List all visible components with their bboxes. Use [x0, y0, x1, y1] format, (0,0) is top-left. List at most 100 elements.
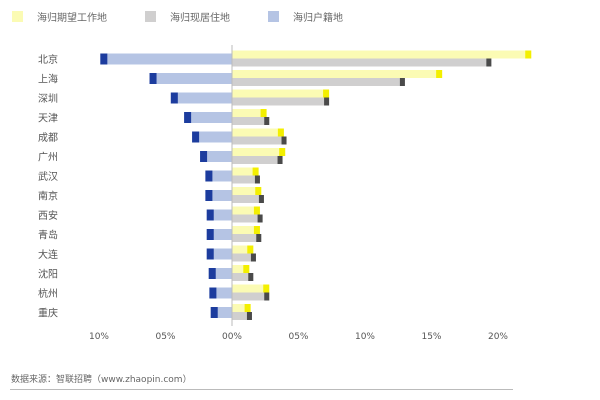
- bar-hukou: [208, 268, 232, 279]
- x-tick-label: 10%: [89, 332, 109, 342]
- bar-cap-current-residence: [256, 234, 262, 242]
- bar-hukou: [192, 131, 232, 143]
- category-label: 天津: [38, 113, 58, 125]
- bar-cap-expected-workplace: [323, 89, 330, 98]
- bar-hukou: [100, 53, 232, 65]
- bar-expected-workplace: [232, 265, 250, 273]
- bar-cap-expected-workplace: [279, 148, 286, 156]
- category-label: 大连: [38, 248, 58, 261]
- category-label: 深圳: [38, 93, 58, 105]
- bar-expected-workplace: [232, 109, 267, 117]
- bar-cap-hukou: [192, 131, 200, 143]
- legend-swatch: [268, 11, 279, 22]
- bar-cap-hukou: [206, 229, 214, 240]
- bar-hukou: [206, 229, 232, 240]
- category-label: 杭州: [38, 287, 58, 300]
- x-tick-label: 00%: [222, 332, 242, 342]
- bar-current-residence: [232, 253, 256, 262]
- bar-hukou: [184, 112, 232, 123]
- bar-hukou: [200, 151, 232, 162]
- category-label: 西安: [38, 209, 58, 222]
- bar-expected-workplace: [232, 167, 259, 176]
- source-note: 数据来源：智联招聘（www.zhaopin.com）: [11, 375, 192, 385]
- bar-cap-hukou: [149, 73, 157, 84]
- bar-current-residence: [232, 234, 262, 242]
- bar-current-residence: [232, 312, 252, 320]
- bar-cap-hukou: [209, 287, 217, 299]
- legend-label: 海归户籍地: [293, 13, 343, 24]
- bar-cap-current-residence: [257, 214, 263, 223]
- bar-expected-workplace: [232, 304, 251, 312]
- bar-hukou: [170, 92, 232, 104]
- bar-cap-expected-workplace: [263, 284, 270, 293]
- bar-cap-expected-workplace: [255, 187, 262, 195]
- category-label: 武汉: [38, 170, 58, 183]
- x-tick-label: 05%: [288, 332, 308, 342]
- x-tick-label: 20%: [488, 332, 508, 342]
- legend-item-current-residence: 海归现居住地: [145, 9, 230, 24]
- bar-cap-expected-workplace: [525, 50, 532, 59]
- bar-current-residence: [232, 136, 287, 145]
- legend-item-hukou: 海归户籍地: [268, 9, 343, 24]
- bar-expected-workplace: [232, 187, 262, 195]
- bar-cap-expected-workplace: [252, 167, 259, 176]
- bar-current-residence: [232, 97, 330, 106]
- x-tick-label: 15%: [421, 332, 441, 342]
- bar-current-residence: [232, 156, 283, 164]
- legend-label: 海归期望工作地: [37, 13, 107, 24]
- bar-cap-expected-workplace: [244, 304, 251, 312]
- bar-hukou: [206, 248, 232, 260]
- bar-current-residence: [232, 175, 260, 184]
- bar-cap-expected-workplace: [253, 226, 260, 234]
- category-label: 上海: [38, 73, 58, 86]
- bar-hukou: [209, 287, 232, 299]
- bar-current-residence: [232, 195, 264, 203]
- bar-cap-expected-workplace: [277, 128, 284, 137]
- category-label: 沈阳: [38, 268, 58, 281]
- x-tick-label: 10%: [355, 332, 375, 342]
- legend-swatch: [12, 11, 23, 22]
- category-label: 成都: [38, 132, 58, 144]
- bar-cap-hukou: [206, 248, 214, 260]
- bar-cap-expected-workplace: [247, 245, 254, 254]
- legend-label: 海归现居住地: [170, 13, 230, 24]
- bar-current-residence: [232, 292, 270, 301]
- bar-cap-hukou: [200, 151, 208, 162]
- bar-current-residence: [232, 78, 405, 86]
- bar-cap-hukou: [206, 209, 214, 221]
- bar-cap-hukou: [100, 53, 108, 65]
- bar-cap-expected-workplace: [436, 70, 443, 78]
- bar-cap-current-residence: [281, 136, 287, 145]
- bar-cap-current-residence: [250, 253, 256, 262]
- bar-expected-workplace: [232, 50, 532, 59]
- bar-hukou: [149, 73, 232, 84]
- bar-cap-current-residence: [264, 292, 270, 301]
- bar-hukou: [210, 307, 232, 318]
- bar-cap-current-residence: [486, 58, 492, 67]
- category-label: 北京: [38, 53, 58, 66]
- bar-cap-expected-workplace: [260, 109, 267, 117]
- bar-current-residence: [232, 58, 492, 67]
- legend: 海归期望工作地 海归现居住地 海归户籍地: [12, 9, 381, 24]
- bar-cap-hukou: [205, 190, 213, 201]
- bar-cap-current-residence: [399, 78, 405, 86]
- bar-expected-workplace: [232, 148, 286, 156]
- bar-cap-expected-workplace: [243, 265, 250, 273]
- bar-cap-hukou: [170, 92, 178, 104]
- bar-cap-hukou: [208, 268, 216, 279]
- bar-cap-hukou: [205, 170, 213, 182]
- legend-swatch: [145, 11, 156, 22]
- bar-cap-current-residence: [248, 273, 254, 281]
- bar-current-residence: [232, 117, 270, 125]
- bar-expected-workplace: [232, 89, 330, 98]
- bar-cap-current-residence: [254, 175, 260, 184]
- bar-hukou: [205, 190, 232, 201]
- bar-current-residence: [232, 273, 254, 281]
- bar-cap-current-residence: [258, 195, 264, 203]
- category-label: 南京: [38, 190, 58, 203]
- bar-expected-workplace: [232, 226, 260, 234]
- footer-divider: [10, 389, 513, 390]
- bar-cap-hukou: [184, 112, 192, 123]
- bar-cap-current-residence: [246, 312, 252, 320]
- bar-cap-current-residence: [264, 117, 270, 125]
